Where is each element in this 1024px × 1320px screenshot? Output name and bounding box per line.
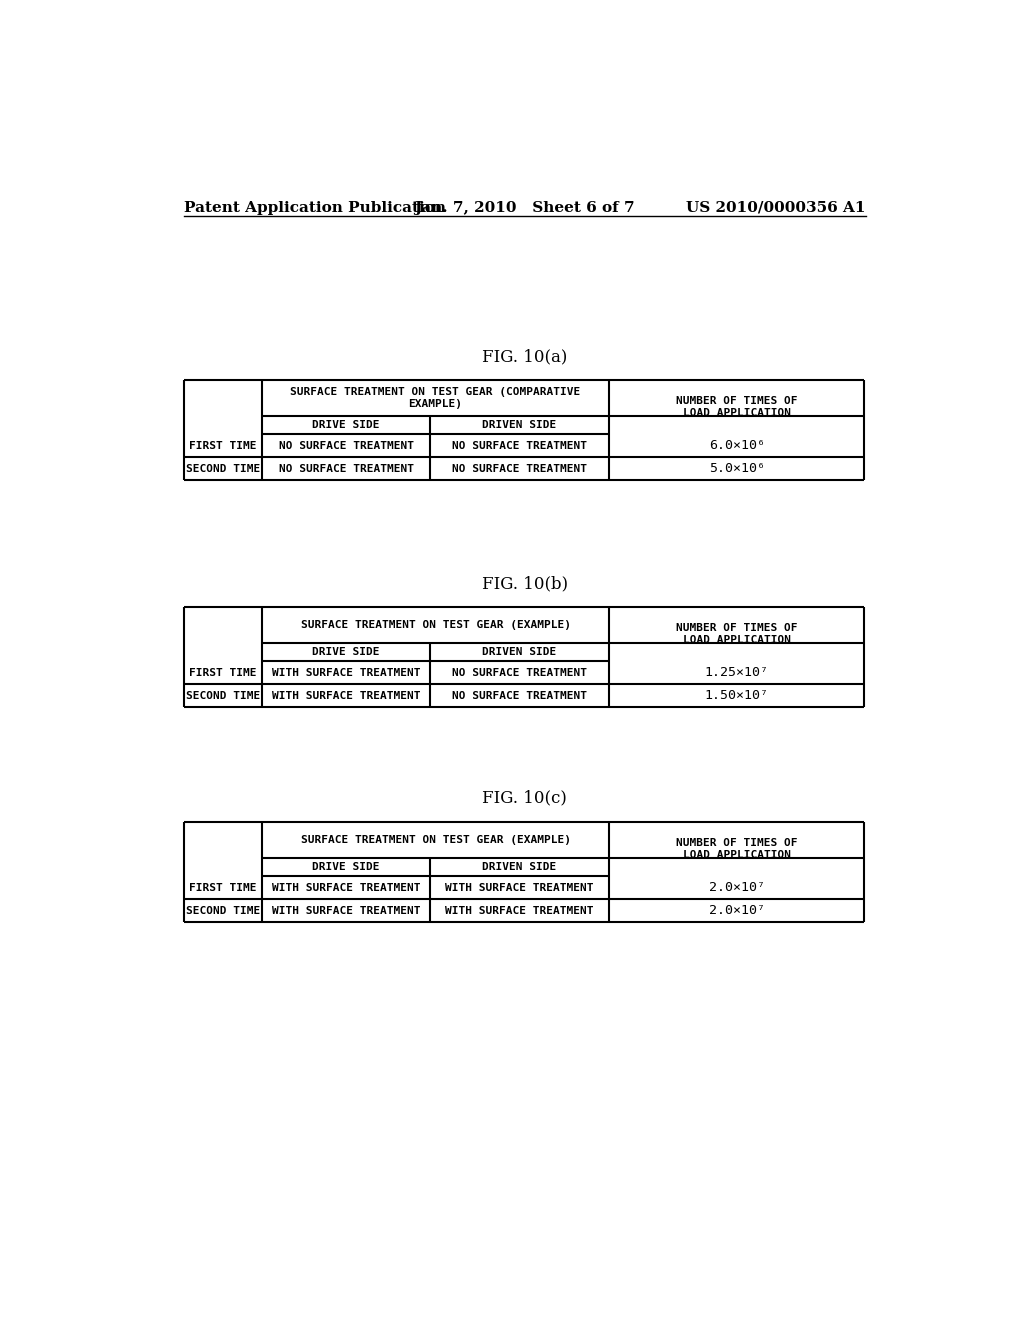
Text: DRIVE SIDE: DRIVE SIDE <box>312 647 380 657</box>
Text: DRIVEN SIDE: DRIVEN SIDE <box>482 862 557 871</box>
Text: DRIVE SIDE: DRIVE SIDE <box>312 862 380 871</box>
Text: 2.0×10⁷: 2.0×10⁷ <box>709 904 765 917</box>
Text: NUMBER OF TIMES OF
LOAD APPLICATION: NUMBER OF TIMES OF LOAD APPLICATION <box>676 396 798 418</box>
Text: NO SURFACE TREATMENT: NO SURFACE TREATMENT <box>279 463 414 474</box>
Text: WITH SURFACE TREATMENT: WITH SURFACE TREATMENT <box>445 906 594 916</box>
Text: FIG. 10(b): FIG. 10(b) <box>481 576 568 593</box>
Text: WITH SURFACE TREATMENT: WITH SURFACE TREATMENT <box>271 668 420 677</box>
Text: Jan. 7, 2010   Sheet 6 of 7: Jan. 7, 2010 Sheet 6 of 7 <box>415 201 635 215</box>
Text: WITH SURFACE TREATMENT: WITH SURFACE TREATMENT <box>271 690 420 701</box>
Text: SECOND TIME: SECOND TIME <box>185 906 260 916</box>
Text: NUMBER OF TIMES OF
LOAD APPLICATION: NUMBER OF TIMES OF LOAD APPLICATION <box>676 838 798 859</box>
Text: WITH SURFACE TREATMENT: WITH SURFACE TREATMENT <box>271 906 420 916</box>
Text: US 2010/0000356 A1: US 2010/0000356 A1 <box>686 201 866 215</box>
Text: 2.0×10⁷: 2.0×10⁷ <box>709 880 765 894</box>
Text: NO SURFACE TREATMENT: NO SURFACE TREATMENT <box>453 441 587 450</box>
Text: 5.0×10⁶: 5.0×10⁶ <box>709 462 765 475</box>
Text: 1.50×10⁷: 1.50×10⁷ <box>705 689 769 702</box>
Text: 1.25×10⁷: 1.25×10⁷ <box>705 667 769 680</box>
Text: FIG. 10(c): FIG. 10(c) <box>482 789 567 807</box>
Text: DRIVE SIDE: DRIVE SIDE <box>312 420 380 430</box>
Text: NO SURFACE TREATMENT: NO SURFACE TREATMENT <box>453 463 587 474</box>
Text: NO SURFACE TREATMENT: NO SURFACE TREATMENT <box>453 668 587 677</box>
Text: FIRST TIME: FIRST TIME <box>189 441 257 450</box>
Text: DRIVEN SIDE: DRIVEN SIDE <box>482 420 557 430</box>
Text: Patent Application Publication: Patent Application Publication <box>183 201 445 215</box>
Text: SURFACE TREATMENT ON TEST GEAR (COMPARATIVE
EXAMPLE): SURFACE TREATMENT ON TEST GEAR (COMPARAT… <box>291 387 581 409</box>
Text: FIRST TIME: FIRST TIME <box>189 668 257 677</box>
Text: SURFACE TREATMENT ON TEST GEAR (EXAMPLE): SURFACE TREATMENT ON TEST GEAR (EXAMPLE) <box>301 834 570 845</box>
Text: FIG. 10(a): FIG. 10(a) <box>482 348 567 366</box>
Text: FIRST TIME: FIRST TIME <box>189 883 257 892</box>
Text: NUMBER OF TIMES OF
LOAD APPLICATION: NUMBER OF TIMES OF LOAD APPLICATION <box>676 623 798 645</box>
Text: WITH SURFACE TREATMENT: WITH SURFACE TREATMENT <box>445 883 594 892</box>
Text: SECOND TIME: SECOND TIME <box>185 690 260 701</box>
Text: NO SURFACE TREATMENT: NO SURFACE TREATMENT <box>453 690 587 701</box>
Text: SURFACE TREATMENT ON TEST GEAR (EXAMPLE): SURFACE TREATMENT ON TEST GEAR (EXAMPLE) <box>301 620 570 630</box>
Text: SECOND TIME: SECOND TIME <box>185 463 260 474</box>
Text: NO SURFACE TREATMENT: NO SURFACE TREATMENT <box>279 441 414 450</box>
Text: 6.0×10⁶: 6.0×10⁶ <box>709 440 765 453</box>
Text: WITH SURFACE TREATMENT: WITH SURFACE TREATMENT <box>271 883 420 892</box>
Text: DRIVEN SIDE: DRIVEN SIDE <box>482 647 557 657</box>
